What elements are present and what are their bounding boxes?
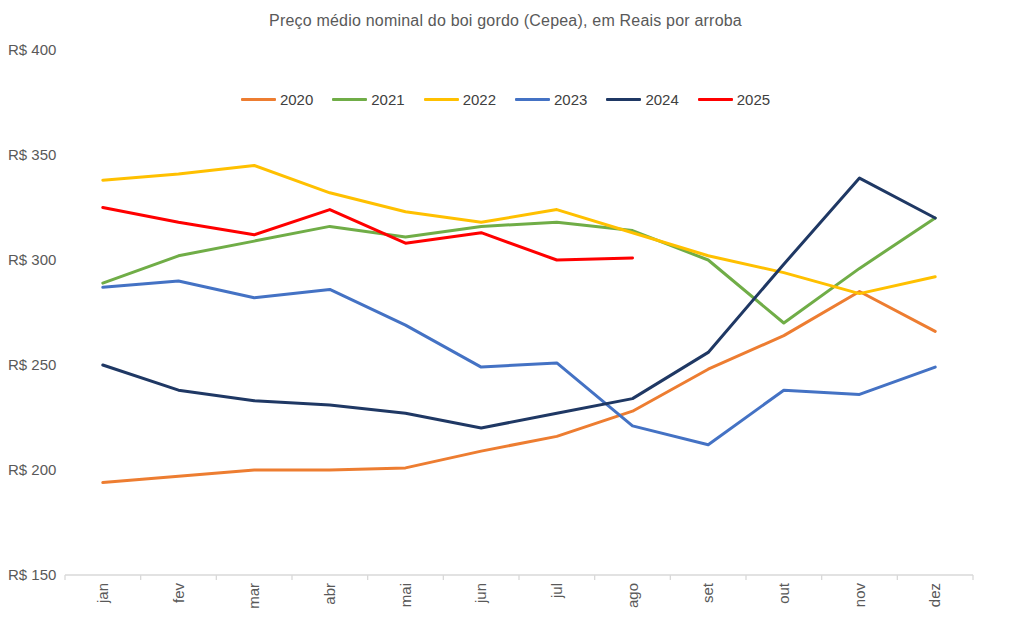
y-axis-label: R$ 150 xyxy=(8,566,56,583)
chart-container: Preço médio nominal do boi gordo (Cepea)… xyxy=(0,0,1011,629)
y-axis-label: R$ 350 xyxy=(8,146,56,163)
x-axis-label: set xyxy=(699,582,716,603)
x-axis-label: ago xyxy=(624,583,641,608)
x-axis-label: fev xyxy=(170,583,187,604)
x-axis-label: nov xyxy=(851,583,868,608)
series-line-2025 xyxy=(103,208,633,261)
x-axis-label: dez xyxy=(926,583,943,607)
x-axis-label: jun xyxy=(472,583,489,604)
series-line-2020 xyxy=(103,292,935,483)
y-axis-label: R$ 300 xyxy=(8,251,56,268)
x-axis-label: out xyxy=(775,582,792,604)
x-axis-label: abr xyxy=(321,583,338,605)
y-axis-label: R$ 400 xyxy=(8,41,56,58)
x-axis-label: mai xyxy=(397,583,414,607)
plot-area: R$ 150 R$ 200 R$ 250 R$ 300 R$ 350 R$ 400 jan f… xyxy=(0,0,1011,629)
y-axis-label: R$ 250 xyxy=(8,356,56,373)
y-axis-label: R$ 200 xyxy=(8,461,56,478)
x-axis-label: jul xyxy=(548,583,565,599)
x-axis-label: jan xyxy=(94,583,111,604)
x-axis-label: mar xyxy=(245,583,262,609)
